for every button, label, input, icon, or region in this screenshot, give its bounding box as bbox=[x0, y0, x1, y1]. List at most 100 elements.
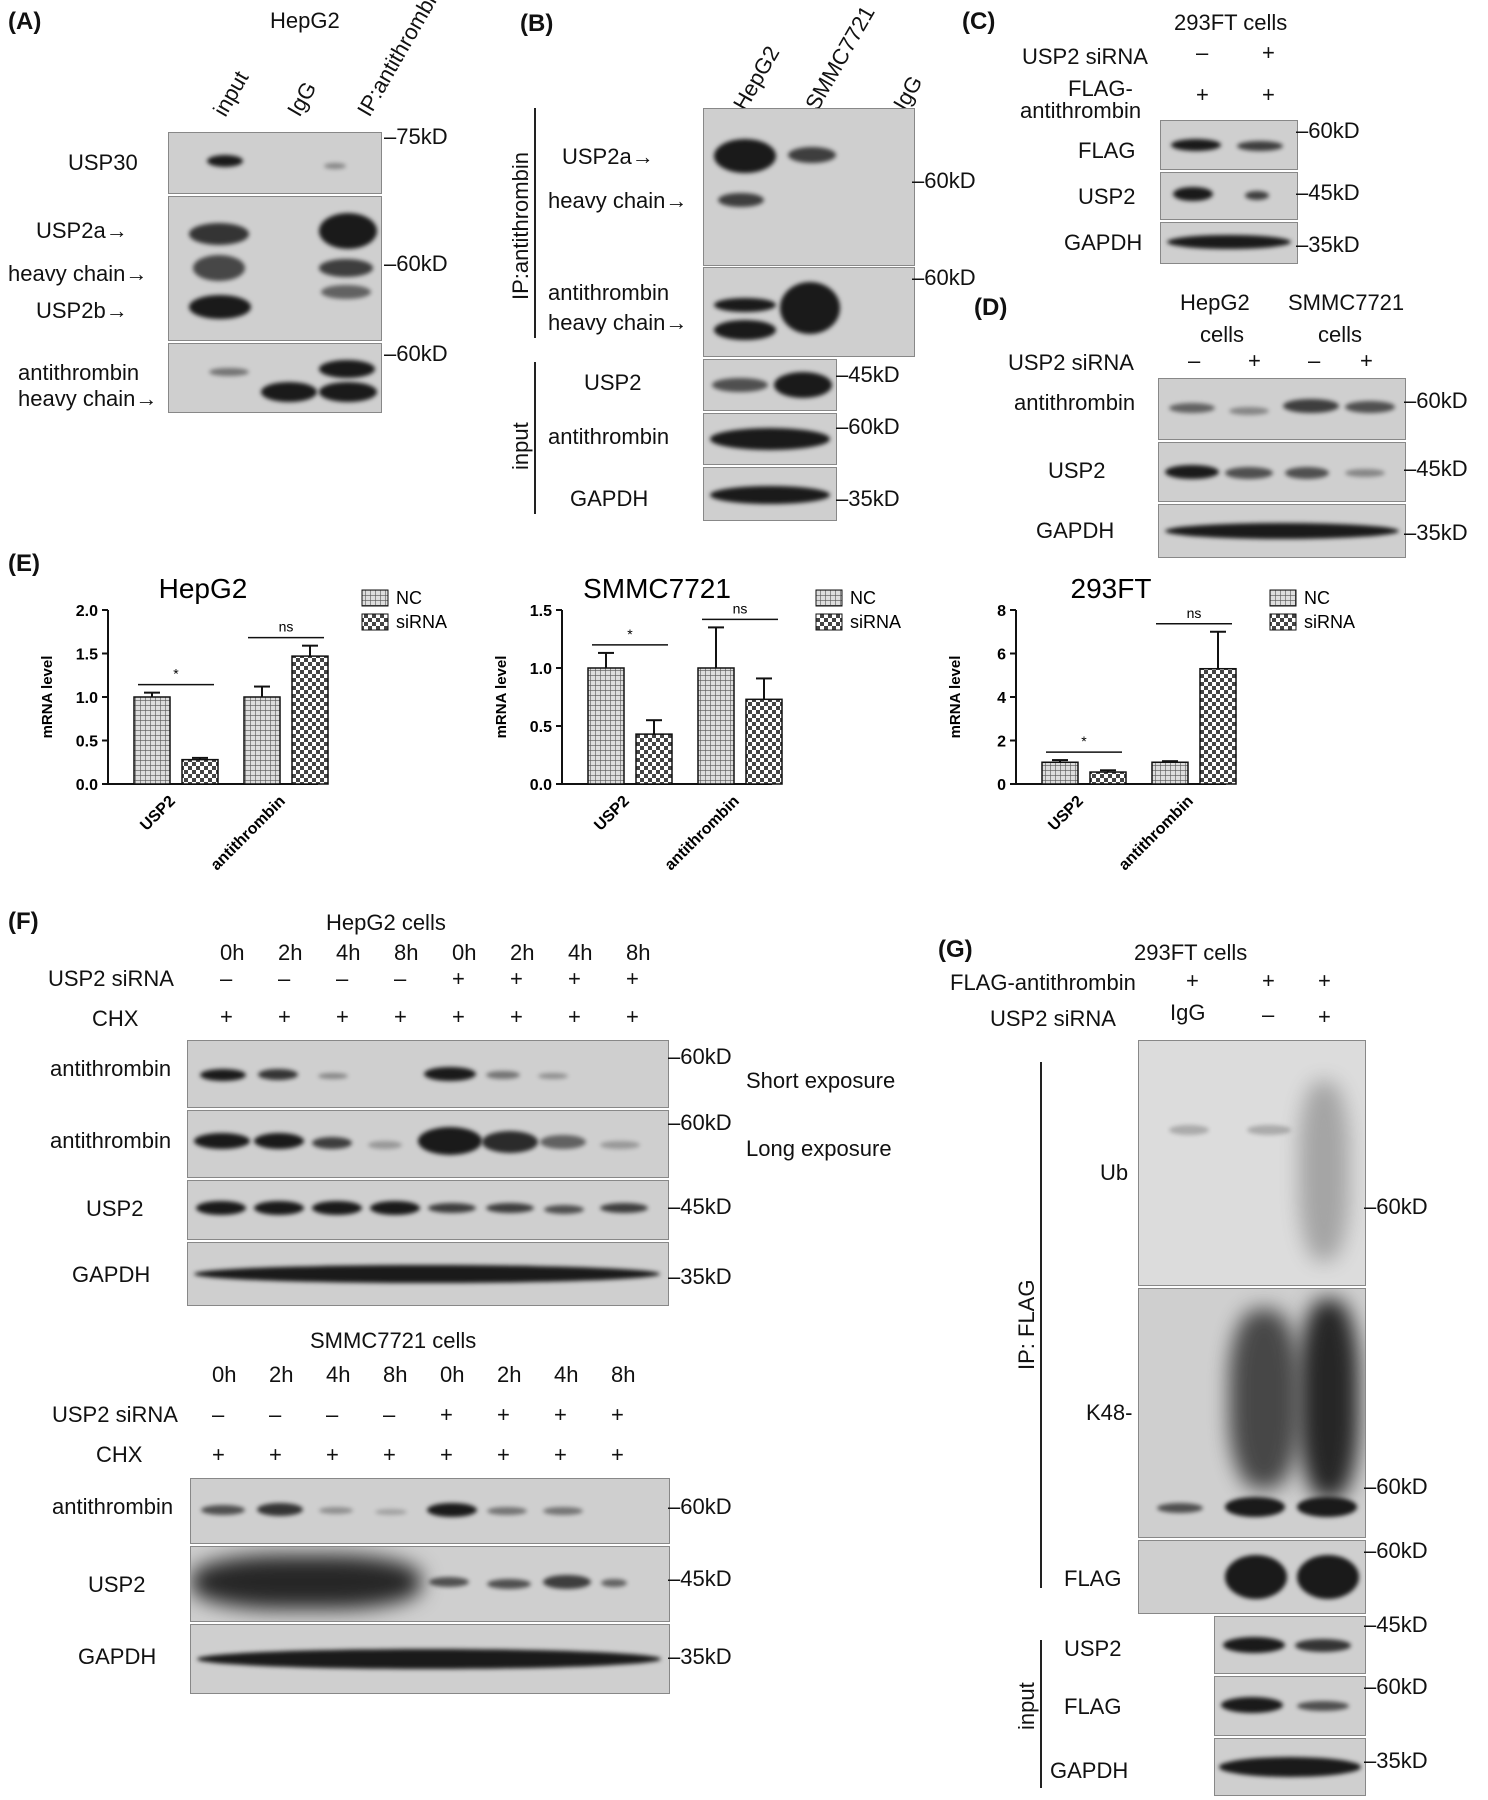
mw-marker: –60kD bbox=[1296, 118, 1360, 143]
y-tick-label: 1.0 bbox=[76, 690, 98, 707]
row-label: heavy chain→ bbox=[548, 188, 688, 213]
mw-marker: –45kD bbox=[1364, 1612, 1428, 1637]
time-label: 0h bbox=[452, 940, 477, 965]
row-label: antithrombin bbox=[18, 360, 140, 385]
bar-nc bbox=[1151, 761, 1189, 785]
condition-value: – bbox=[212, 1402, 225, 1427]
blot-usp2 bbox=[1160, 172, 1298, 220]
row-label: GAPDH bbox=[1050, 1758, 1129, 1783]
condition-value: – bbox=[1262, 1002, 1275, 1027]
bar-sirna bbox=[1089, 771, 1127, 785]
legend-label: siRNA bbox=[396, 612, 447, 632]
time-label: 0h bbox=[212, 1362, 237, 1387]
cell-line-label: HepG2 bbox=[1180, 290, 1250, 315]
group-label-ip: IP: FLAG bbox=[1014, 1279, 1039, 1370]
row-label: GAPDH bbox=[72, 1262, 151, 1287]
condition-value: + bbox=[510, 1004, 523, 1029]
row-label: antithrombin bbox=[52, 1494, 174, 1519]
significance-label: * bbox=[1081, 733, 1087, 749]
mw-marker: –60kD bbox=[1404, 388, 1468, 413]
mw-marker: –45kD bbox=[668, 1566, 732, 1591]
mw-marker: –75kD bbox=[384, 124, 448, 149]
blot-usp2a bbox=[703, 108, 915, 266]
mw-marker: –60kD bbox=[384, 251, 448, 276]
condition-value: + bbox=[611, 1402, 624, 1427]
time-label: 8h bbox=[394, 940, 419, 965]
time-label: 2h bbox=[497, 1362, 522, 1387]
blot-antithrombin-short bbox=[187, 1040, 669, 1108]
time-label: 4h bbox=[554, 1362, 579, 1387]
mw-marker: –35kD bbox=[836, 486, 900, 511]
condition-label: USP2 siRNA bbox=[1022, 44, 1148, 69]
panel-letter-f: (F) bbox=[8, 908, 39, 935]
row-label: antithrombin bbox=[1014, 390, 1136, 415]
condition-value: – bbox=[278, 966, 291, 991]
category-label: antithrombin bbox=[1116, 793, 1197, 874]
y-tick-label: 1.5 bbox=[76, 647, 98, 664]
row-label: FLAG bbox=[1064, 1566, 1122, 1591]
condition-value: + bbox=[212, 1442, 225, 1467]
lane-label: HepG2 bbox=[728, 41, 785, 115]
mw-marker: –60kD bbox=[912, 265, 976, 290]
blot-antithrombin bbox=[1158, 378, 1406, 440]
mw-marker: –60kD bbox=[668, 1044, 732, 1069]
blot-usp2-input bbox=[703, 359, 837, 411]
mw-marker: –35kD bbox=[668, 1264, 732, 1289]
lane-label: input bbox=[208, 66, 254, 121]
condition-value: – bbox=[1188, 348, 1201, 373]
time-label: 2h bbox=[278, 940, 303, 965]
blot-k48 bbox=[1138, 1288, 1366, 1538]
category-label: USP2 bbox=[1045, 793, 1087, 835]
legend-label: NC bbox=[396, 588, 422, 608]
mw-marker: –60kD bbox=[1364, 1194, 1428, 1219]
condition-value: + bbox=[611, 1442, 624, 1467]
condition-value: IgG bbox=[1170, 1000, 1206, 1025]
row-label: FLAG bbox=[1078, 138, 1136, 163]
panel-letter-a: (A) bbox=[8, 8, 42, 35]
mw-marker: –60kD bbox=[1364, 1538, 1428, 1563]
row-label: USP2 bbox=[584, 370, 642, 395]
condition-value: – bbox=[336, 966, 349, 991]
condition-value: + bbox=[1248, 348, 1261, 373]
mrna-bar-charts: HepG2 mRNA level 0.0 0.5 1.0 1.5 2.0 USP2 * antit… bbox=[39, 573, 1355, 874]
condition-label: USP2 siRNA bbox=[1008, 350, 1134, 375]
time-label: 0h bbox=[220, 940, 245, 965]
condition-label: CHX bbox=[96, 1442, 143, 1467]
legend-swatch bbox=[815, 613, 843, 631]
bar-nc bbox=[133, 696, 171, 785]
category-label: antithrombin bbox=[208, 793, 289, 874]
cell-line-label: 293FT cells bbox=[1134, 940, 1248, 965]
condition-value: + bbox=[383, 1442, 396, 1467]
condition-value: + bbox=[1262, 82, 1275, 107]
mw-marker: –45kD bbox=[1404, 456, 1468, 481]
condition-value: + bbox=[1318, 1004, 1331, 1029]
condition-value: + bbox=[269, 1442, 282, 1467]
blot-usp2 bbox=[1158, 442, 1406, 502]
row-label: USP2a→ bbox=[562, 144, 654, 169]
blot-ub bbox=[1138, 1040, 1366, 1286]
blot-gapdh-input bbox=[1214, 1738, 1366, 1796]
row-label: FLAG bbox=[1064, 1694, 1122, 1719]
row-label: USP2 bbox=[86, 1196, 144, 1221]
condition-value: – bbox=[326, 1402, 339, 1427]
row-label: USP2b→ bbox=[36, 298, 128, 323]
legend-label: siRNA bbox=[850, 612, 901, 632]
mw-marker: –60kD bbox=[668, 1494, 732, 1519]
y-tick-label: 2.0 bbox=[76, 603, 98, 620]
blot-antithrombin-ip bbox=[703, 267, 915, 357]
blot-antithrombin-bottom bbox=[190, 1478, 670, 1544]
category-label: USP2 bbox=[591, 793, 633, 835]
cell-line-label: SMMC7721 cells bbox=[310, 1328, 477, 1353]
cell-line-label: HepG2 bbox=[270, 8, 340, 33]
bar-sirna bbox=[635, 733, 673, 785]
group-label-input: input bbox=[508, 422, 533, 470]
cell-line-label: SMMC7721 bbox=[1288, 290, 1405, 315]
condition-value: + bbox=[440, 1442, 453, 1467]
blot-antithrombin-long bbox=[187, 1110, 669, 1178]
condition-value: + bbox=[626, 1004, 639, 1029]
blot-usp30 bbox=[168, 132, 382, 194]
mw-marker: –60kD bbox=[912, 168, 976, 193]
bar-nc bbox=[587, 667, 625, 785]
row-label: heavy chain→ bbox=[8, 261, 148, 286]
time-label: 4h bbox=[326, 1362, 351, 1387]
